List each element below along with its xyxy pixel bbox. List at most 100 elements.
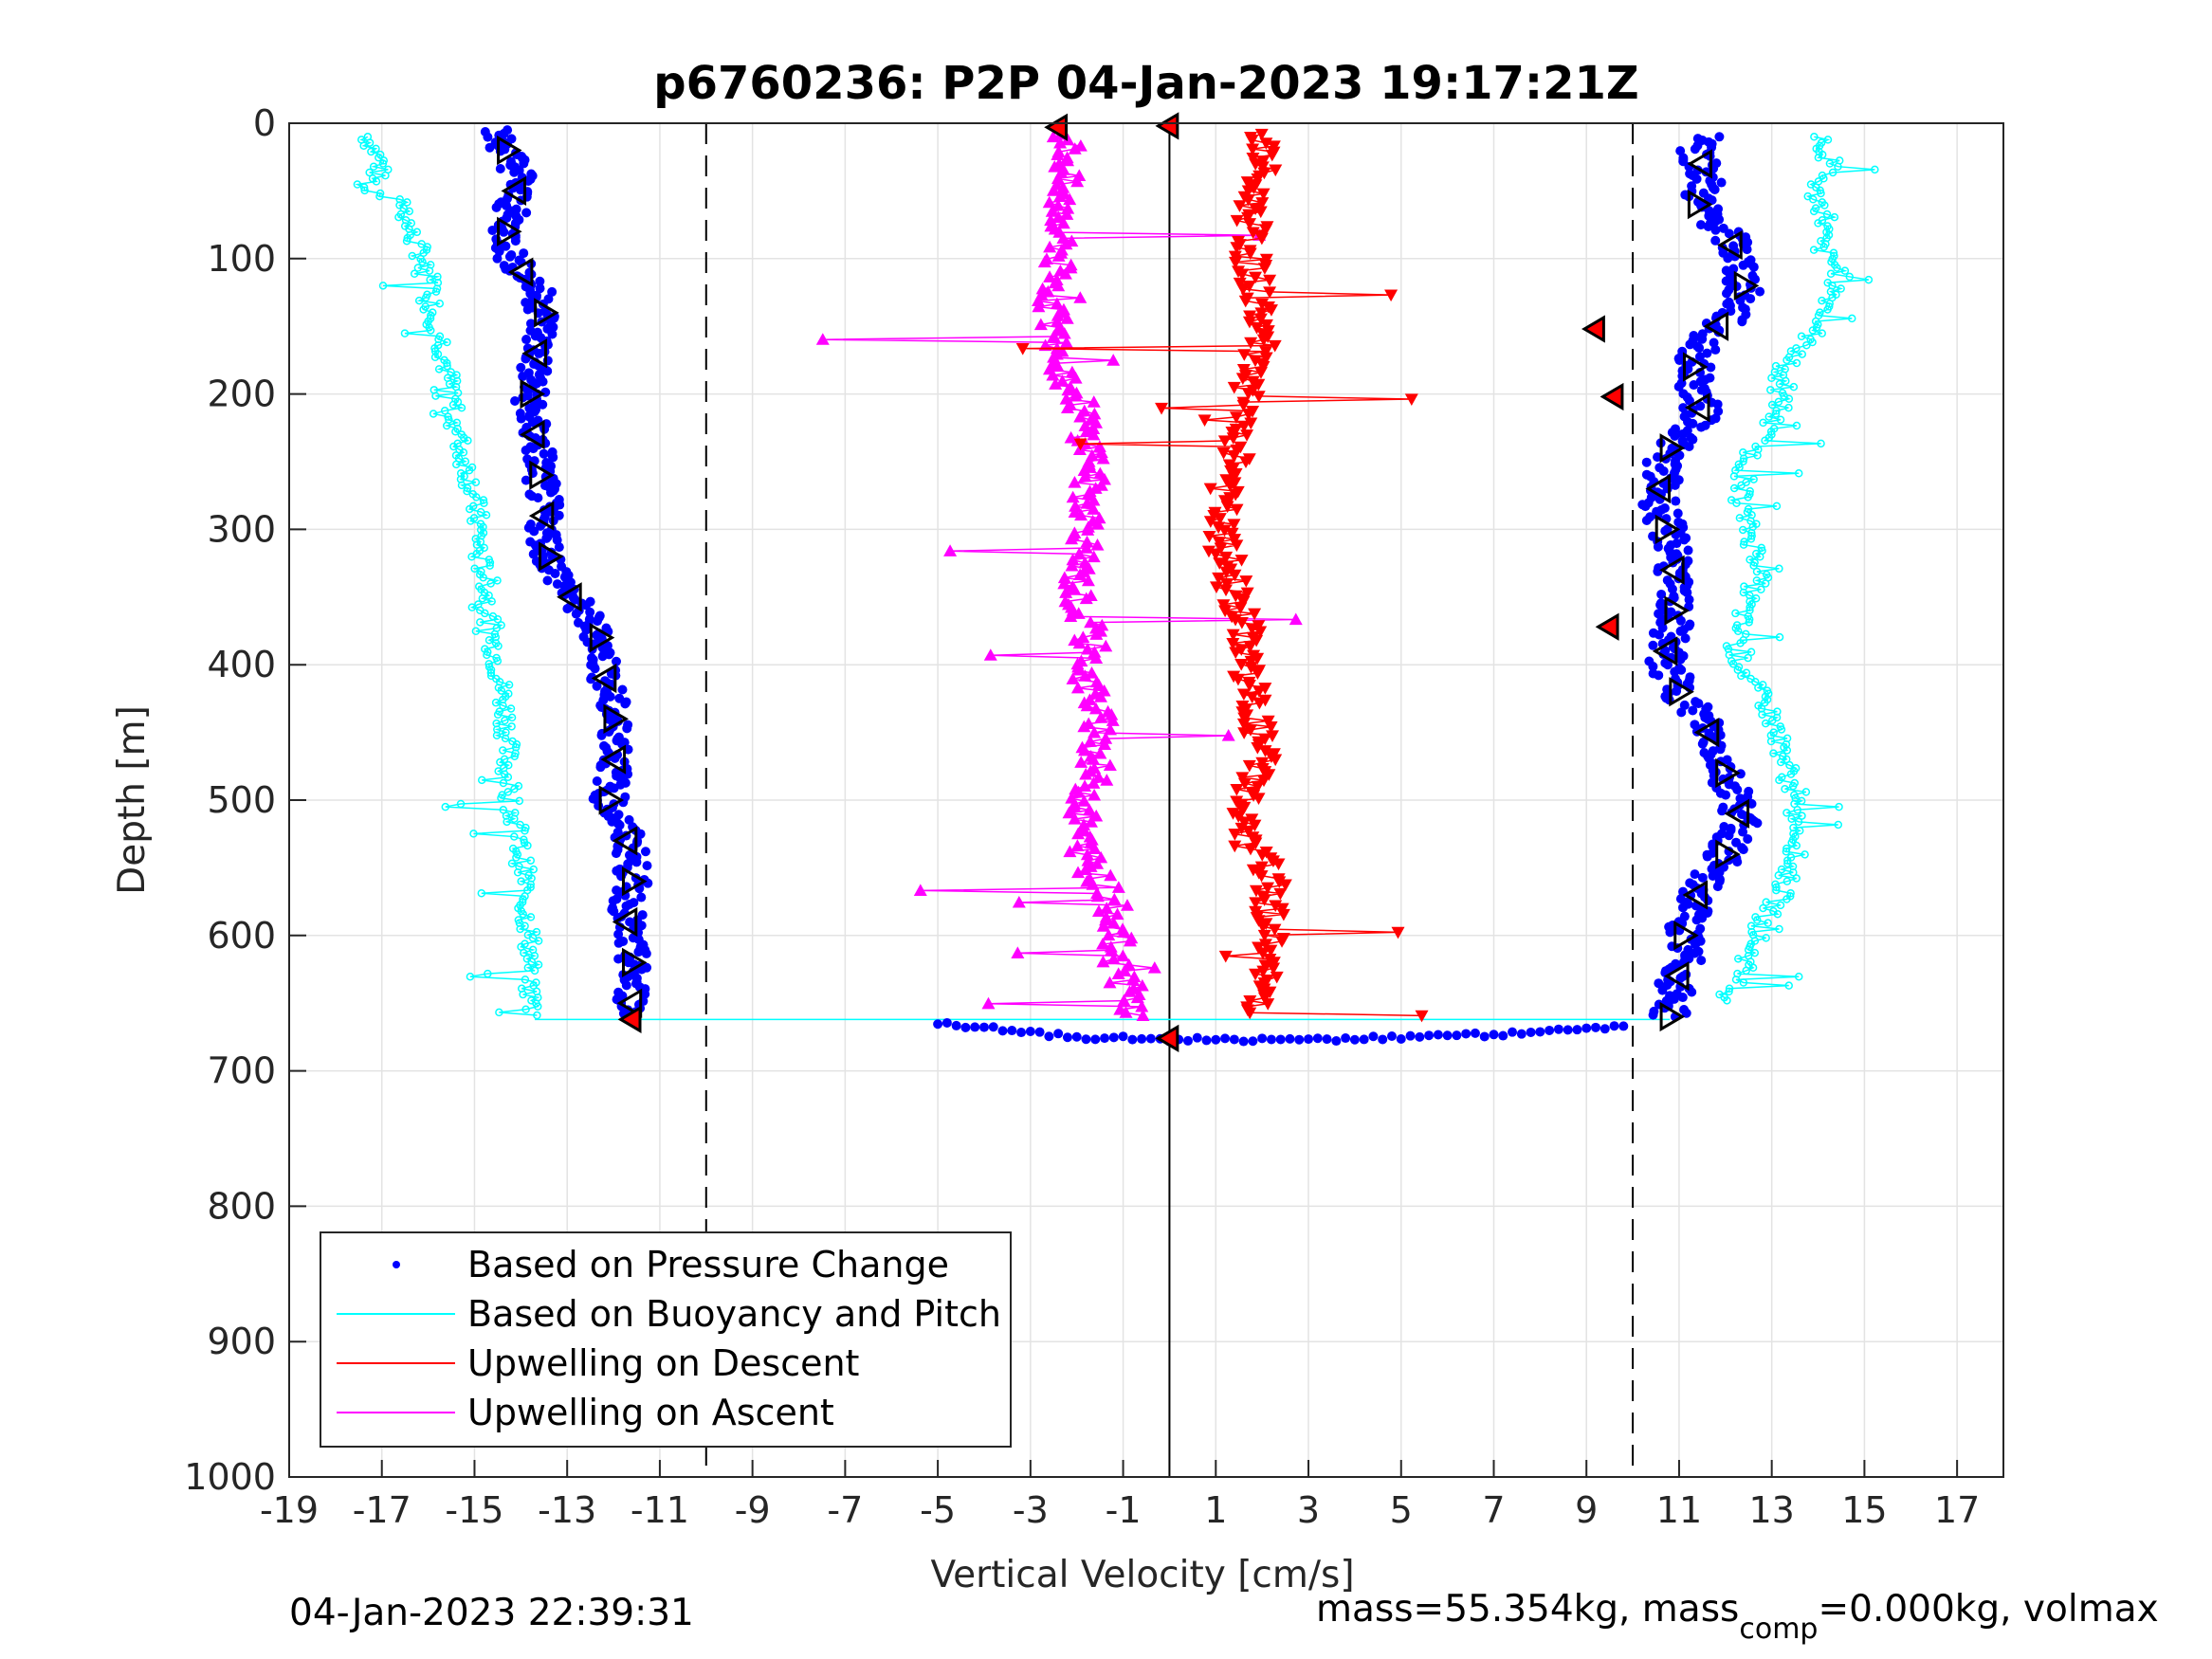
buoyancy-point [1848, 314, 1856, 323]
ascent-upwelling-point [1090, 889, 1105, 902]
buoyancy-point [1739, 540, 1748, 549]
pressure-point [1677, 902, 1688, 913]
pressure-point [1696, 422, 1707, 432]
ascent-upwelling-point [1072, 636, 1087, 649]
ascent-upwelling-point [1051, 148, 1065, 161]
pressure-point [585, 607, 595, 617]
x-tick-label: 17 [1934, 1489, 1980, 1531]
ascent-upwelling-point [1089, 628, 1104, 640]
descent-direction-marker [539, 541, 564, 572]
highlight-marker [1581, 315, 1605, 343]
buoyancy-point [493, 614, 503, 624]
buoyancy-point [1748, 963, 1758, 973]
pressure-point [1738, 827, 1748, 837]
buoyancy-point [360, 186, 369, 195]
pressure-point [970, 1022, 980, 1032]
pressure-point [542, 575, 553, 586]
ascent-upwelling-point [1123, 934, 1137, 947]
buoyancy-point [1753, 451, 1762, 460]
pressure-point [534, 348, 544, 358]
buoyancy-point [1754, 684, 1763, 692]
pressure-point [1697, 334, 1708, 344]
ascent-direction-marker [1703, 311, 1729, 341]
buoyancy-point [1789, 382, 1799, 392]
pressure-point [1229, 1034, 1239, 1045]
ascent-upwelling-point [1073, 410, 1088, 423]
buoyancy-point [467, 552, 476, 561]
descent-upwelling-point [1249, 968, 1263, 981]
pressure-point [1312, 1033, 1323, 1044]
ascent-upwelling-point [1091, 904, 1106, 917]
ascent-direction-marker [1717, 229, 1743, 261]
pressure-point [501, 241, 511, 251]
ascent-upwelling-point [1087, 428, 1101, 441]
buoyancy-point [1776, 901, 1785, 910]
pressure-point [590, 664, 600, 674]
mass-footer-main: mass=55.354kg, mass [1316, 1588, 1739, 1631]
buoyancy-point [445, 379, 454, 389]
buoyancy-point [1819, 243, 1828, 251]
pressure-point [535, 276, 545, 286]
ascent-upwelling-point [1091, 771, 1106, 783]
ascent-upwelling-point [1070, 681, 1085, 694]
descent-upwelling-point [1276, 908, 1290, 921]
buoyancy-ascent-series-line [1717, 136, 1875, 1001]
ascent-direction-marker [1652, 636, 1678, 666]
ascent-upwelling-point [1117, 994, 1131, 1007]
descent-upwelling-point [1384, 289, 1398, 302]
x-tick-label: -13 [538, 1489, 596, 1531]
descent-upwelling-point [1246, 143, 1260, 156]
ascent-direction-marker [1715, 757, 1741, 789]
descent-upwelling-point [1243, 1007, 1257, 1020]
x-tick-label: -3 [1013, 1489, 1049, 1531]
pressure-point [1702, 348, 1712, 358]
ascent-upwelling-point [1096, 920, 1110, 932]
buoyancy-point [457, 403, 466, 412]
buoyancy-point [466, 504, 474, 514]
ascent-upwelling-point [1072, 547, 1087, 559]
pressure-point [978, 1022, 989, 1032]
buoyancy-point [365, 168, 374, 177]
pressure-point [1648, 1010, 1658, 1020]
descent-upwelling-point [1252, 697, 1267, 710]
buoyancy-point [359, 141, 368, 150]
pressure-point [1679, 700, 1690, 710]
descent-upwelling-point [1241, 388, 1255, 400]
descent-upwelling-point [1236, 399, 1251, 412]
buoyancy-point [1833, 264, 1841, 272]
ascent-upwelling-point [1064, 610, 1078, 622]
ascent-upwelling-point [1099, 639, 1113, 652]
pressure-point [1479, 1031, 1490, 1042]
pressure-point [642, 861, 652, 871]
descent-upwelling-point [1229, 647, 1243, 660]
descent-direction-marker [612, 826, 638, 856]
descent-upwelling-point [1203, 483, 1217, 496]
buoyancy-point [381, 171, 390, 180]
buoyancy-point [1749, 561, 1758, 570]
ascent-upwelling-point [1069, 500, 1083, 512]
buoyancy-point [521, 975, 530, 984]
pressure-point [1090, 1034, 1101, 1045]
buoyancy-point [483, 650, 491, 660]
buoyancy-point [507, 859, 517, 868]
buoyancy-point [1783, 856, 1792, 865]
pressure-point [1640, 501, 1651, 512]
ascent-upwelling-point [1065, 558, 1079, 572]
ascent-direction-marker [1733, 270, 1760, 301]
pressure-point [528, 444, 539, 454]
pressure-point [1192, 1032, 1202, 1043]
ascent-direction-marker [1663, 961, 1690, 992]
ascent-direction-marker [1715, 839, 1741, 869]
buoyancy-point [493, 710, 503, 720]
pressure-point [1743, 833, 1753, 844]
legend: Based on Pressure Change Based on Buoyan… [320, 1231, 1012, 1448]
x-tick-label: 3 [1297, 1489, 1320, 1531]
ascent-upwelling-point [1119, 1006, 1133, 1018]
pressure-point [1563, 1025, 1573, 1035]
ascent-upwelling-point [1087, 502, 1101, 515]
ascent-upwelling-point [1088, 702, 1103, 715]
buoyancy-point [1825, 159, 1835, 168]
y-tick-label: 500 [207, 779, 276, 821]
buoyancy-point [494, 767, 503, 775]
ascent-upwelling-point [1071, 663, 1086, 676]
